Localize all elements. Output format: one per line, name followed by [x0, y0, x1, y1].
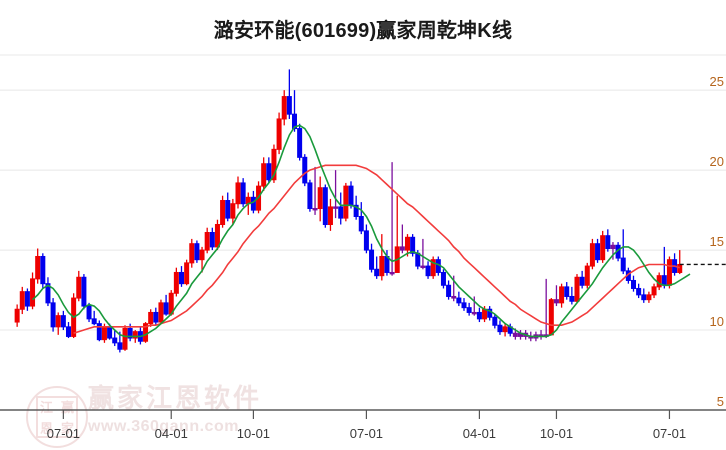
- x-tick-label: 10-01: [237, 426, 270, 441]
- y-tick-label: 20: [710, 154, 724, 169]
- page-title: 潞安环能(601699)赢家周乾坤K线: [213, 20, 513, 42]
- candle-series: [14, 69, 683, 353]
- y-tick-label: 25: [710, 74, 724, 89]
- y-tick-label: 5: [717, 394, 724, 409]
- gridlines: [0, 54, 726, 411]
- x-tick-label: 07-01: [350, 426, 383, 441]
- y-axis-labels: 25 20 15 10 5: [710, 74, 724, 409]
- x-tick-label: 07-01: [47, 426, 80, 441]
- x-axis: [0, 409, 726, 419]
- x-tick-label: 07-01: [653, 426, 686, 441]
- x-axis-labels: 07-01 04-01 10-01 07-01 04-01 10-01 07-01: [47, 426, 686, 441]
- ma-short-line: [31, 124, 691, 338]
- x-tick-label: 10-01: [540, 426, 573, 441]
- y-tick-label: 10: [710, 314, 724, 329]
- y-tick-label: 15: [710, 234, 724, 249]
- ma-long-line: [73, 164, 680, 334]
- x-tick-label: 04-01: [463, 426, 496, 441]
- x-tick-label: 04-01: [155, 426, 188, 441]
